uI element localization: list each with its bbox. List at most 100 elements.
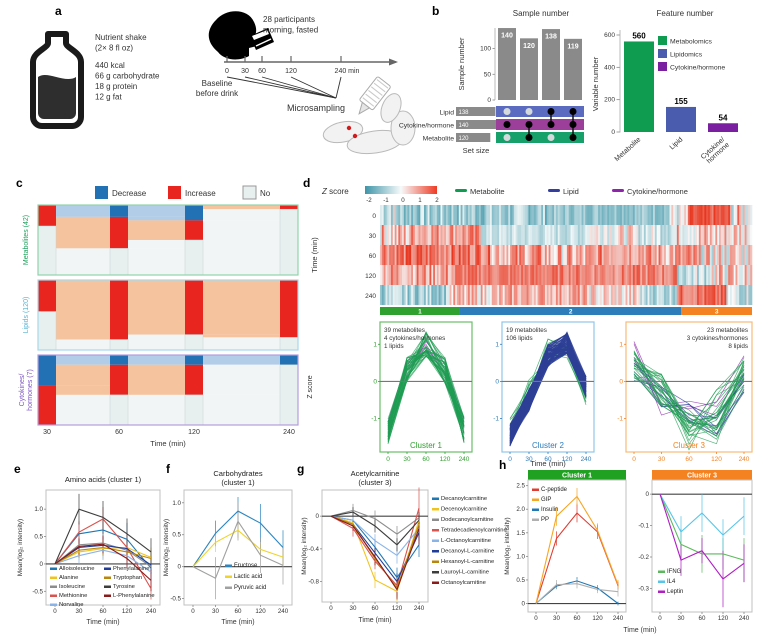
feature-ylabel: Variable number [591, 56, 600, 111]
state-segment [185, 364, 203, 395]
tick-label: 120 [562, 456, 573, 463]
legend-label: Hexanoyl-L-carnitine [441, 559, 494, 565]
cluster-annotation: 19 metabolites 106 lipids [506, 327, 547, 342]
tick-label: 0 [329, 605, 333, 612]
tick-label: 240 [739, 456, 750, 463]
legend-swatch [658, 570, 665, 573]
membership-dot-filled [569, 121, 577, 128]
tick-label: 600 [604, 32, 615, 39]
flow-ribbon [128, 220, 185, 240]
tick-label: 60 [115, 429, 123, 436]
legend-swatch [432, 518, 439, 521]
flow-ribbon [128, 205, 185, 217]
legend-label: L-Octanoylcarnitine [441, 538, 491, 544]
membership-dot-empty [525, 108, 533, 115]
flow-ribbon [56, 385, 110, 395]
colorbar-tick: -2 [366, 197, 372, 204]
state-segment [38, 205, 56, 226]
legend-label: Dodecanoylcarnitine [441, 517, 494, 523]
tick-label: 0 [178, 564, 182, 571]
panel-h-cluster3: Cluster 3 0 -0.1 -0.2 -0.3 0 30 60 120 240 Time (m… [623, 470, 753, 634]
tick-label: 30 [369, 233, 377, 240]
legend-swatch [532, 498, 539, 501]
membership-dot-filled [525, 134, 533, 141]
timeline-tick-label: 60 [258, 68, 266, 75]
legend-swatch [612, 189, 624, 192]
microsampling-hand-icon [322, 76, 416, 155]
membership-dot-empty [503, 108, 511, 115]
series-line [192, 520, 284, 579]
legend-label: Methionine [59, 593, 87, 599]
series-line [659, 493, 745, 536]
x-axis-label: Time (min) [86, 619, 119, 626]
cluster-ylabel: Z score [307, 375, 314, 398]
flow-ribbon [56, 339, 110, 350]
panel-a: Nutrient shake (2× 8 fl oz) 440 kcal 66 g c… [30, 11, 416, 155]
flow-ribbon [128, 240, 185, 249]
state-segment [185, 220, 203, 240]
cluster-bar-label: 2 [569, 309, 573, 316]
colorbar-tick: 2 [435, 197, 439, 204]
tick-label: 60 [369, 253, 377, 260]
timeline-tick-label: 240 min [335, 68, 360, 75]
tick-label: 60 [685, 456, 693, 463]
flow-ribbon [128, 339, 185, 350]
flow-ribbon [203, 280, 280, 335]
set-name-label: Cytokine/hormone [399, 123, 454, 130]
tick-label: 30 [553, 615, 560, 622]
bar-value-label: 54 [719, 113, 728, 122]
panel-letter-h: h [499, 458, 507, 472]
membership-dot-filled [525, 121, 533, 128]
series-line [330, 511, 420, 546]
tick-label: 240 [278, 608, 289, 615]
legend-swatch [432, 571, 439, 574]
tick-label: 2.5 [516, 483, 525, 490]
state-segment [279, 337, 299, 351]
set-size-value: 120 [459, 136, 470, 142]
timeline-tick-label: 30 [241, 68, 249, 75]
feature-title: Feature number [657, 9, 714, 18]
x-axis-label: Time (min) [358, 617, 391, 624]
row-group-label: Lipids (120) [23, 297, 30, 334]
legend-swatch [432, 497, 439, 500]
panel-f-carbs: Carbohydrates(cluster 1) 1.0 0.5 0 -0.5 Mean(… [163, 469, 293, 626]
series-line [330, 515, 420, 590]
heatmap-ylabel: Time (min) [310, 237, 319, 273]
tick-label: 0 [53, 608, 57, 615]
legend-label: Insulin [541, 507, 558, 513]
state-segment [185, 280, 203, 335]
tick-label: 0 [40, 561, 44, 568]
colorbar-tick: 0 [401, 197, 405, 204]
membership-dot-filled [547, 121, 555, 128]
series-line [54, 543, 152, 581]
tick-label: 240 [365, 293, 376, 300]
y-axis-label: Mean(log₂ intensity) [504, 517, 511, 574]
tick-label: 0 [611, 129, 615, 136]
legend-label: Fructose [234, 563, 258, 569]
legend-label: Alanine [59, 575, 78, 581]
tick-label: -0.2 [638, 554, 649, 561]
state-segment [110, 355, 128, 365]
tick-label: 240 [459, 456, 470, 463]
flow-ribbon [128, 355, 185, 365]
x-category-label: Lipid [669, 136, 685, 151]
legend-label: Lactic acid [234, 574, 262, 580]
legend-label: Isoleucine [59, 584, 85, 590]
set-size-bar [456, 133, 491, 142]
legend-swatch [104, 576, 111, 579]
tick-label: 1 [373, 341, 377, 348]
series-line [330, 515, 420, 557]
tick-label: 0.5 [172, 532, 181, 539]
legend-label: Cytokine/hormone [670, 65, 725, 72]
flow-ribbon [203, 364, 280, 395]
flow-ribbon [56, 355, 110, 365]
set-row [496, 119, 584, 130]
legend-swatch [50, 594, 57, 597]
chart-title: Amino acids (cluster 1) [65, 475, 142, 484]
flow-ribbon [56, 205, 110, 217]
tick-label: -0.5 [170, 596, 181, 603]
cluster-name-label: Cluster 2 [532, 441, 565, 450]
tick-label: 2.0 [516, 506, 525, 513]
state-segment [184, 239, 204, 276]
series-line [330, 507, 420, 587]
